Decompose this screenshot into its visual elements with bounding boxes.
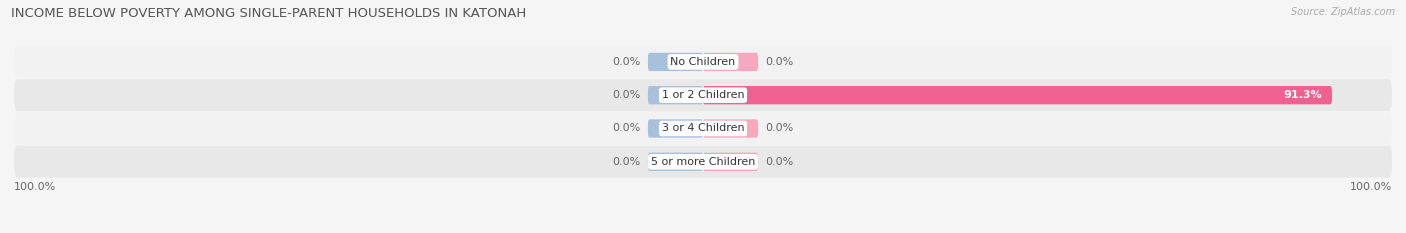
FancyBboxPatch shape [14, 146, 1392, 178]
Text: 0.0%: 0.0% [613, 157, 641, 167]
Text: No Children: No Children [671, 57, 735, 67]
FancyBboxPatch shape [703, 53, 758, 71]
Text: 100.0%: 100.0% [1350, 182, 1392, 192]
Text: 91.3%: 91.3% [1284, 90, 1322, 100]
Text: 0.0%: 0.0% [765, 157, 793, 167]
Text: 0.0%: 0.0% [613, 90, 641, 100]
FancyBboxPatch shape [14, 79, 1392, 111]
FancyBboxPatch shape [703, 119, 758, 138]
Legend: Single Father, Single Mother: Single Father, Single Mother [602, 230, 804, 233]
FancyBboxPatch shape [648, 53, 703, 71]
Text: Source: ZipAtlas.com: Source: ZipAtlas.com [1291, 7, 1395, 17]
Text: 3 or 4 Children: 3 or 4 Children [662, 123, 744, 134]
Text: 0.0%: 0.0% [613, 57, 641, 67]
FancyBboxPatch shape [14, 113, 1392, 144]
Text: INCOME BELOW POVERTY AMONG SINGLE-PARENT HOUSEHOLDS IN KATONAH: INCOME BELOW POVERTY AMONG SINGLE-PARENT… [11, 7, 526, 20]
Text: 0.0%: 0.0% [765, 123, 793, 134]
Text: 1 or 2 Children: 1 or 2 Children [662, 90, 744, 100]
FancyBboxPatch shape [703, 86, 1331, 104]
FancyBboxPatch shape [703, 153, 758, 171]
FancyBboxPatch shape [648, 119, 703, 138]
Text: 0.0%: 0.0% [765, 57, 793, 67]
FancyBboxPatch shape [648, 86, 703, 104]
FancyBboxPatch shape [14, 46, 1392, 78]
FancyBboxPatch shape [648, 153, 703, 171]
Text: 100.0%: 100.0% [14, 182, 56, 192]
Text: 0.0%: 0.0% [613, 123, 641, 134]
Text: 5 or more Children: 5 or more Children [651, 157, 755, 167]
